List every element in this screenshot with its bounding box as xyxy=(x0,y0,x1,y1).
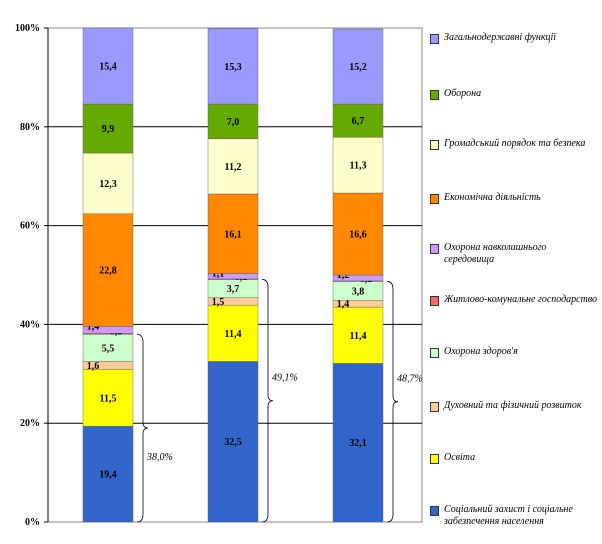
segment-value-label: 11,5 xyxy=(100,393,117,404)
bar-segment xyxy=(332,192,384,276)
segment-value-label: 1,1 xyxy=(212,269,225,280)
segment-value-label: 1,5 xyxy=(212,297,225,308)
bar-segment xyxy=(82,152,134,214)
brace-annotation: 38,0% xyxy=(146,452,173,463)
segment-value-label: 11,4 xyxy=(350,331,367,342)
bar-segment xyxy=(82,334,134,362)
segment-value-label: 15,4 xyxy=(99,62,117,73)
segment-value-label: 3,7 xyxy=(227,284,240,295)
legend-swatch xyxy=(430,34,439,44)
bar-segment xyxy=(207,193,259,274)
y-tick-label: 60% xyxy=(20,221,40,232)
segment-value-label: 15,3 xyxy=(224,62,242,73)
legend-label: Духовний та фізичний розвиток xyxy=(444,400,582,411)
segment-value-label: 19,4 xyxy=(99,470,117,481)
legend-swatch xyxy=(430,506,439,516)
bar-segment xyxy=(332,306,384,364)
bar-segment xyxy=(82,213,134,327)
segment-value-label: 16,1 xyxy=(224,229,242,240)
legend-swatch xyxy=(430,348,439,358)
legend-label: Оборона xyxy=(444,88,482,99)
y-tick-label: 40% xyxy=(20,319,40,330)
legend-label: Громадський порядок та безпека xyxy=(444,138,586,149)
legend-label: Економічна діяльність xyxy=(444,192,541,203)
legend-label: Охорона здоров'я xyxy=(444,346,518,357)
legend-swatch xyxy=(430,402,439,412)
legend-swatch xyxy=(430,90,439,100)
brace-annotation: 48,7% xyxy=(397,374,423,385)
legend-label: Загальнодержавні функції xyxy=(444,32,557,43)
segment-value-label: 11,3 xyxy=(350,161,367,172)
bar-segment xyxy=(207,28,259,105)
bar-segment xyxy=(332,363,384,523)
brace xyxy=(136,333,149,523)
brace xyxy=(261,279,274,523)
segment-value-label: 15,2 xyxy=(349,62,367,73)
segment-value-label: 3,8 xyxy=(352,286,365,297)
bar-segment xyxy=(207,103,259,139)
brace xyxy=(386,281,399,523)
segment-value-label: 5,5 xyxy=(102,343,115,354)
bar-segment xyxy=(82,425,134,523)
legend-label: Житлово-комунальне господарство xyxy=(444,294,598,305)
segment-value-label: 1,4 xyxy=(337,299,350,310)
legend-swatch xyxy=(430,296,439,306)
legend-label: Охорона навколишнього середовища xyxy=(444,242,547,265)
bar-segment xyxy=(207,361,259,523)
segment-value-label: 32,1 xyxy=(349,438,367,449)
bar-segment xyxy=(82,27,134,105)
bar-segment xyxy=(207,138,259,195)
legend-swatch xyxy=(430,244,439,254)
brace-annotation: 49,1% xyxy=(272,373,298,384)
bar-segment xyxy=(207,304,259,362)
segment-value-label: 1,4 xyxy=(87,321,100,332)
segment-value-label: 11,2 xyxy=(225,162,242,173)
segment-value-label: 6,7 xyxy=(352,116,365,127)
segment-value-label: 12,3 xyxy=(99,179,117,190)
segment-value-label: 22,8 xyxy=(99,266,117,277)
bar-segment xyxy=(332,136,384,194)
segment-value-label: 9,9 xyxy=(102,124,115,135)
y-tick-label: 80% xyxy=(20,122,40,133)
bar-segment xyxy=(82,369,134,427)
segment-value-label: 1,2 xyxy=(337,270,350,281)
legend-swatch xyxy=(430,194,439,204)
legend-swatch xyxy=(430,454,439,464)
y-tick-label: 100% xyxy=(15,23,40,34)
segment-value-label: 32,5 xyxy=(224,437,242,448)
segment-value-label: 1,6 xyxy=(87,361,100,372)
legend-label: Соціальний захист і соціальне забезпечен… xyxy=(444,504,573,527)
bar-segment xyxy=(332,28,384,105)
segment-value-label: 11,4 xyxy=(225,329,242,340)
y-tick-label: 0% xyxy=(25,517,40,528)
legend-label: Освіта xyxy=(444,452,476,463)
y-tick-label: 20% xyxy=(20,418,40,429)
legend-swatch xyxy=(430,140,439,150)
segment-value-label: 7,0 xyxy=(227,117,240,128)
segment-value-label: 16,6 xyxy=(349,229,367,240)
bar-segment xyxy=(332,103,384,138)
